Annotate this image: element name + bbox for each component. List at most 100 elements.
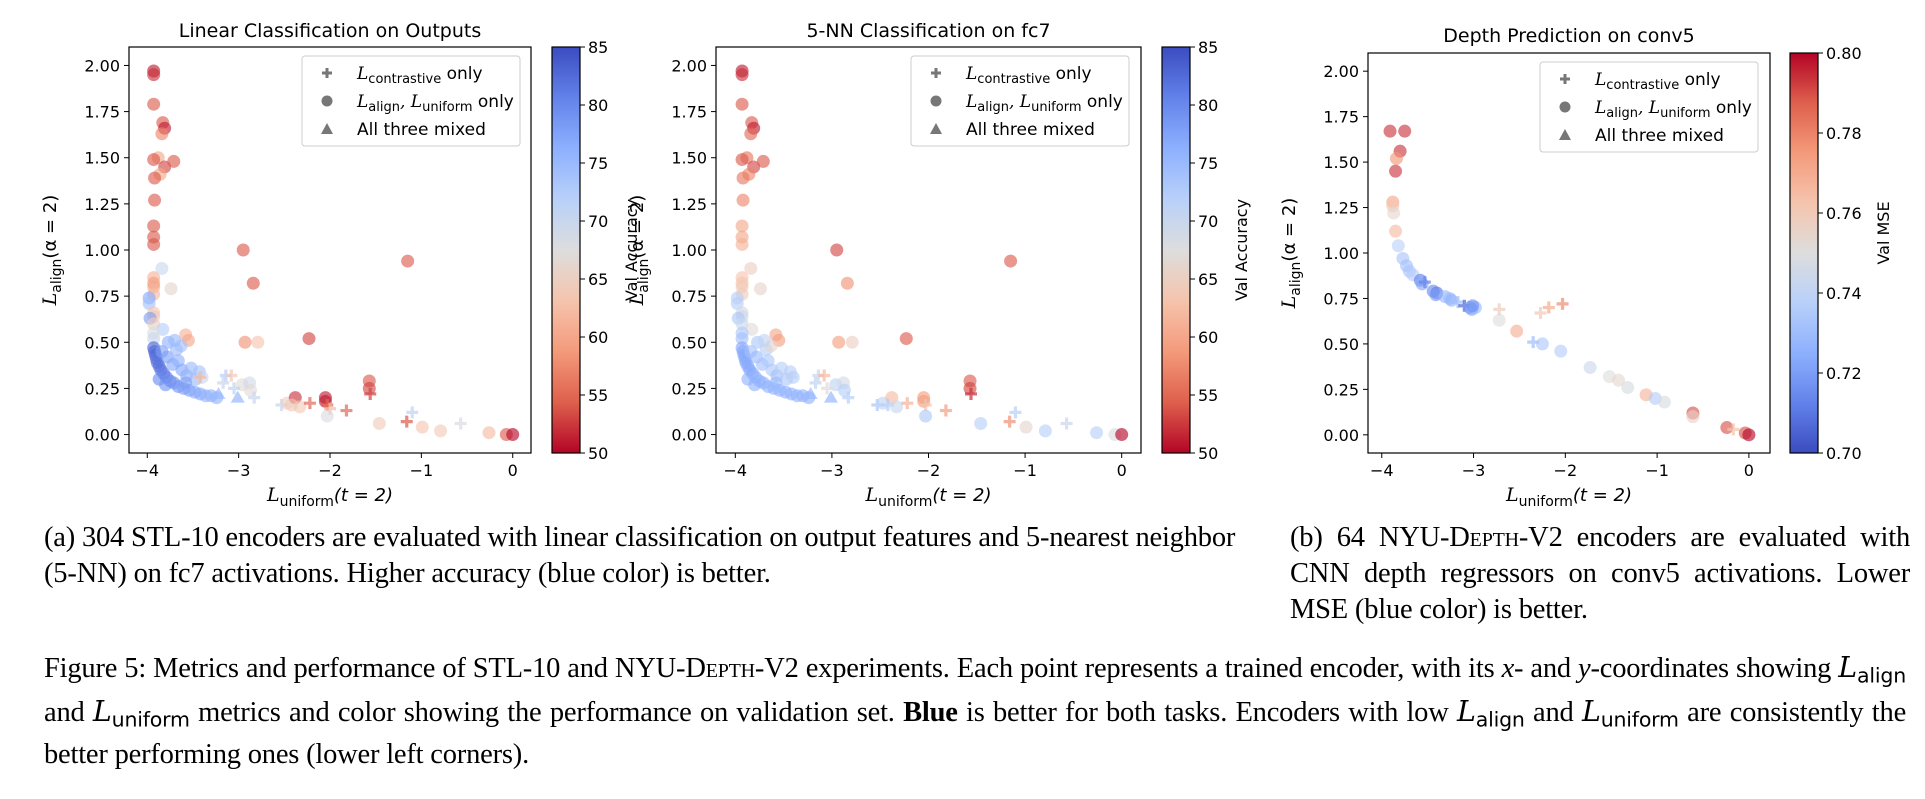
legend-box [1539,61,1759,153]
colorbar-tick-label: 60 [588,328,608,347]
colorbar-tick-label: 0.72 [1826,364,1862,383]
data-point-circle [1583,361,1597,375]
legend-mid: , L [1638,98,1660,118]
y-axis-label-sub: align [636,259,652,293]
data-point-circle [147,219,161,233]
x-tick-label: 0 [508,461,518,480]
legend-L: L [965,64,977,84]
colorbar-label: Val Accuracy [1232,199,1251,301]
legend-box [301,55,521,147]
data-point-circle [845,335,859,349]
legend-suffix: only [1711,98,1752,118]
y-tick-label: 0.25 [671,379,707,398]
data-point-circle [890,400,904,414]
data-point-circle [1387,206,1401,220]
data-point-circle [1621,381,1635,395]
data-point-circle [164,282,178,296]
colorbar-tick-label: 0.80 [1826,44,1862,63]
data-point-plus [1556,297,1569,310]
legend-L: L [356,92,368,112]
y-tick-label: 0.25 [1323,380,1359,399]
colorbar-tick-label: 55 [1198,386,1218,405]
data-point-circle [1657,395,1671,409]
legend-suffix: only [473,92,514,112]
data-point-circle [147,68,161,82]
y-tick-label: 1.00 [1323,244,1359,263]
legend-L: L [356,64,368,84]
data-point-circle [236,243,250,257]
subcaption-b-post: -V2 encoders are evaluated with CNN dept… [1290,522,1910,625]
legend-L: L [1594,98,1606,118]
x-tick-label: −3 [820,461,844,480]
data-point-plus [1060,417,1073,430]
data-point-triangle [803,386,818,399]
colorbar-tick-label: 50 [588,444,608,463]
points-layer [142,64,520,442]
caption-text-9: are consistently the better performing o… [44,696,1907,771]
plus-marker-icon [1560,74,1570,84]
caption-text-1: Figure 5: Metrics and performance of STL… [44,653,686,684]
data-point-circle [757,333,771,347]
data-point-plus [217,376,230,389]
data-point-circle [735,153,749,167]
data-point-circle [769,376,783,390]
data-point-circle [159,378,173,392]
data-point-circle [974,416,988,430]
x-tick-label: −3 [227,461,251,480]
data-point-plus [1009,406,1022,419]
data-point-circle [1554,344,1568,358]
data-point-plus [1493,303,1506,316]
data-point-circle [179,376,193,390]
caption-text-4: -coordinates showing [1590,653,1839,684]
data-point-plus [228,382,241,395]
data-point-circle [753,282,767,296]
chart-title: Linear Classification on Outputs [179,20,481,42]
caption-L-uniform: L [92,694,112,728]
caption-sub-uniform-2: uniform [1600,707,1679,732]
data-point-circle [744,261,758,275]
data-point-circle [735,97,749,111]
data-point-circle [1389,164,1403,178]
subcaption-b-pre: (b) 64 NYU- [1290,522,1450,553]
legend-sub: align [1606,106,1638,121]
x-axis-label-suffix: (t = 2) [334,485,393,506]
points-layer [730,64,1129,442]
panel-depth-prediction: Depth Prediction on conv5 −4 −3 −2 −1 0 0.00 0.… [1278,25,1893,510]
legend-mid: , L [1009,92,1031,112]
colorbar-tick-label: 60 [1198,328,1218,347]
colorbar [1161,46,1191,454]
caption-sub-uniform: uniform [111,707,190,732]
data-point-plus [1542,301,1555,314]
data-point-plus [919,399,932,412]
caption-text-3: - and [1514,653,1579,684]
caption-bold-blue: Blue [903,696,958,728]
data-point-circle [1389,224,1403,238]
data-point-circle [1612,373,1626,387]
data-point-circle [1398,124,1412,138]
subcaption-a: (a) 304 STL-10 encoders are evaluated wi… [44,520,1274,592]
legend-suffix: only [1082,92,1123,112]
y-tick-label: 0.50 [84,333,120,352]
legend-label: Lcontrastive only [965,64,1092,87]
colorbar-tick-label: 75 [588,154,608,173]
y-axis-label-suffix: (α = 2) [40,195,61,259]
data-point-plus [454,417,467,430]
caption-text-5: and [44,696,93,728]
data-point-circle [147,237,161,251]
y-tick-label: 1.25 [1323,199,1359,218]
data-point-plus [303,397,316,410]
y-tick-label: 1.50 [671,149,707,168]
subcaption-a-text: (a) 304 STL-10 encoders are evaluated wi… [44,522,1236,589]
circle-marker-icon [321,95,333,107]
legend-label: Lcontrastive only [1594,70,1721,93]
x-tick-label: −4 [1370,461,1394,480]
colorbar-tick-label: 65 [1198,270,1218,289]
data-point-circle [744,127,758,141]
colorbar-label: Val MSE [1874,201,1893,264]
data-point-circle [736,193,750,207]
data-point-plus [340,404,353,417]
data-point-plus [1727,423,1740,436]
data-point-circle [1389,151,1403,165]
data-point-plus [194,371,207,384]
data-point-plus [225,369,238,382]
